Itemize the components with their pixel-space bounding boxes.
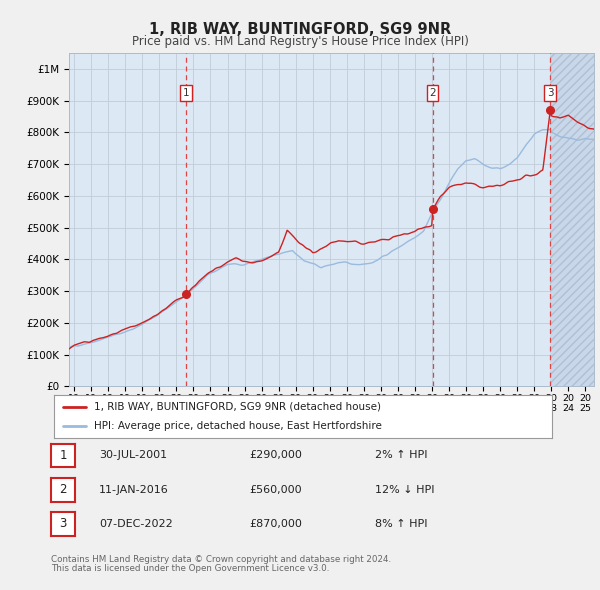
Text: £870,000: £870,000	[249, 519, 302, 529]
Bar	[69, 53, 550, 386]
Text: HPI: Average price, detached house, East Hertfordshire: HPI: Average price, detached house, East…	[94, 421, 382, 431]
Text: 2: 2	[429, 88, 436, 98]
Bar	[550, 53, 594, 386]
Text: 30-JUL-2001: 30-JUL-2001	[99, 451, 167, 460]
Bar	[550, 53, 594, 386]
Text: £560,000: £560,000	[249, 485, 302, 494]
Text: 2: 2	[59, 483, 67, 496]
Text: £290,000: £290,000	[249, 451, 302, 460]
Text: 3: 3	[59, 517, 67, 530]
Text: 3: 3	[547, 88, 554, 98]
Text: 1: 1	[183, 88, 190, 98]
Text: 12% ↓ HPI: 12% ↓ HPI	[375, 485, 434, 494]
Text: This data is licensed under the Open Government Licence v3.0.: This data is licensed under the Open Gov…	[51, 565, 329, 573]
Text: 1, RIB WAY, BUNTINGFORD, SG9 9NR: 1, RIB WAY, BUNTINGFORD, SG9 9NR	[149, 22, 451, 37]
Text: Price paid vs. HM Land Registry's House Price Index (HPI): Price paid vs. HM Land Registry's House …	[131, 35, 469, 48]
Text: 11-JAN-2016: 11-JAN-2016	[99, 485, 169, 494]
Text: 2% ↑ HPI: 2% ↑ HPI	[375, 451, 427, 460]
Text: Contains HM Land Registry data © Crown copyright and database right 2024.: Contains HM Land Registry data © Crown c…	[51, 555, 391, 564]
Text: 1, RIB WAY, BUNTINGFORD, SG9 9NR (detached house): 1, RIB WAY, BUNTINGFORD, SG9 9NR (detach…	[94, 402, 381, 412]
Text: 8% ↑ HPI: 8% ↑ HPI	[375, 519, 427, 529]
Text: 1: 1	[59, 449, 67, 462]
Text: 07-DEC-2022: 07-DEC-2022	[99, 519, 173, 529]
